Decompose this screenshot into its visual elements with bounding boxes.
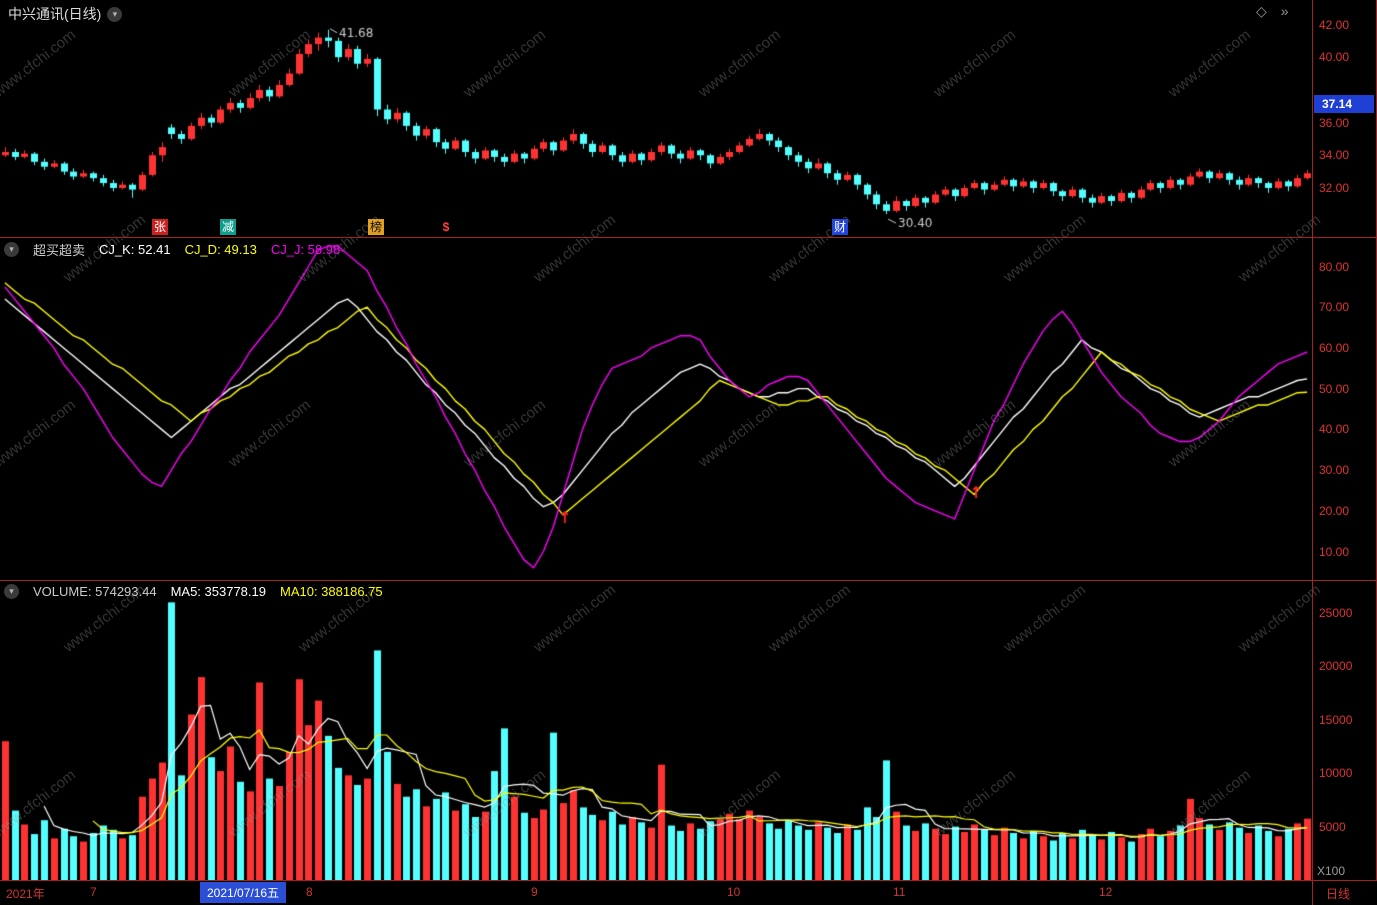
top-right-icons: ◇ » <box>1256 3 1289 20</box>
indicator-tag-button[interactable]: 榜 <box>368 219 385 235</box>
collapse-icon[interactable]: ▾ <box>4 584 19 599</box>
selected-date-tag: 2021/07/16五 <box>200 882 287 903</box>
axis-divider-line <box>1312 0 1313 905</box>
panel-separator <box>0 880 1377 881</box>
expand-icon[interactable]: » <box>1280 3 1289 19</box>
indicator-tag-button[interactable]: 张 <box>152 219 169 235</box>
month-label: 9 <box>531 885 538 899</box>
axis-tick-label: 34.00 <box>1319 148 1350 163</box>
axis-tick-label: 10000 <box>1319 766 1353 781</box>
time-axis: 2021年 2021/07/16五 日线 7 8 9 10 11 12 <box>0 881 1377 905</box>
axis-tick-label: 25000 <box>1319 606 1353 621</box>
kdj-d-value-label: CJ_D: 49.13 <box>184 242 257 257</box>
volume-chart-canvas[interactable] <box>0 581 1312 880</box>
axis-tick-label: 42.00 <box>1319 17 1350 32</box>
month-label: 10 <box>727 885 741 899</box>
volume-ma5-label: MA5: 353778.19 <box>170 584 266 599</box>
title-bar: 中兴通讯(日线) ▾ <box>8 4 123 24</box>
axis-tick-label: 10.00 <box>1319 544 1350 559</box>
axis-tick-label: 36.00 <box>1319 115 1350 130</box>
year-label: 2021年 <box>6 887 45 901</box>
period-label: 日线 <box>1326 887 1351 901</box>
axis-tick-label: 20000 <box>1319 659 1353 674</box>
diamond-icon[interactable]: ◇ <box>1256 3 1267 19</box>
axis-tick-label: 32.00 <box>1319 180 1350 195</box>
kdj-panel-header: ▾ 超买超卖 CJ_K: 52.41 CJ_D: 49.13 CJ_J: 58.… <box>4 240 340 259</box>
month-label: 11 <box>893 885 906 899</box>
indicator-tag-button[interactable]: 减 <box>220 219 237 235</box>
panel-separator <box>0 580 1377 581</box>
axis-tick-label: 40.00 <box>1319 50 1350 65</box>
kdj-panel-title[interactable]: 超买超卖 <box>33 243 86 258</box>
axis-tick-label: 30.00 <box>1319 463 1350 478</box>
axis-tick-label: 50.00 <box>1319 381 1350 396</box>
indicator-tag-button[interactable]: $ <box>442 220 450 234</box>
panel-separator <box>0 237 1377 238</box>
indicator-tag-button[interactable]: 财 <box>832 219 849 235</box>
month-label: 12 <box>1099 885 1113 899</box>
axis-tick-label: 60.00 <box>1319 340 1350 355</box>
axis-tick-label: 40.00 <box>1319 422 1350 437</box>
right-price-axis: 37.14 X100 42.00 40.00 36.00 34.00 32.00 80.0… <box>1313 0 1377 905</box>
axis-tick-label: 5000 <box>1319 819 1346 834</box>
stock-title: 中兴通讯(日线) <box>8 6 102 22</box>
axis-tick-label: 15000 <box>1319 712 1353 727</box>
volume-ma10-label: MA10: 388186.75 <box>279 584 383 599</box>
chevron-down-icon[interactable]: ▾ <box>107 6 123 22</box>
axis-tick-label: 80.00 <box>1319 259 1350 274</box>
volume-panel-header: ▾ VOLUME: 574293.44 MA5: 353778.19 MA10:… <box>4 584 383 599</box>
volume-value-label[interactable]: VOLUME: 574293.44 <box>33 584 157 599</box>
month-label: 7 <box>90 885 97 899</box>
collapse-icon[interactable]: ▾ <box>4 242 19 257</box>
last-price-tag: 37.14 <box>1314 95 1374 113</box>
price-chart-canvas[interactable] <box>0 0 1312 237</box>
kdj-j-value-label: CJ_J: 58.98 <box>270 242 341 257</box>
axis-tick-label: 70.00 <box>1319 300 1350 315</box>
volume-unit-label: X100 <box>1317 864 1346 878</box>
axis-tick-label: 20.00 <box>1319 503 1350 518</box>
month-label: 8 <box>306 885 313 899</box>
kdj-k-value-label: CJ_K: 52.41 <box>99 242 171 257</box>
kdj-chart-canvas[interactable] <box>0 238 1312 580</box>
